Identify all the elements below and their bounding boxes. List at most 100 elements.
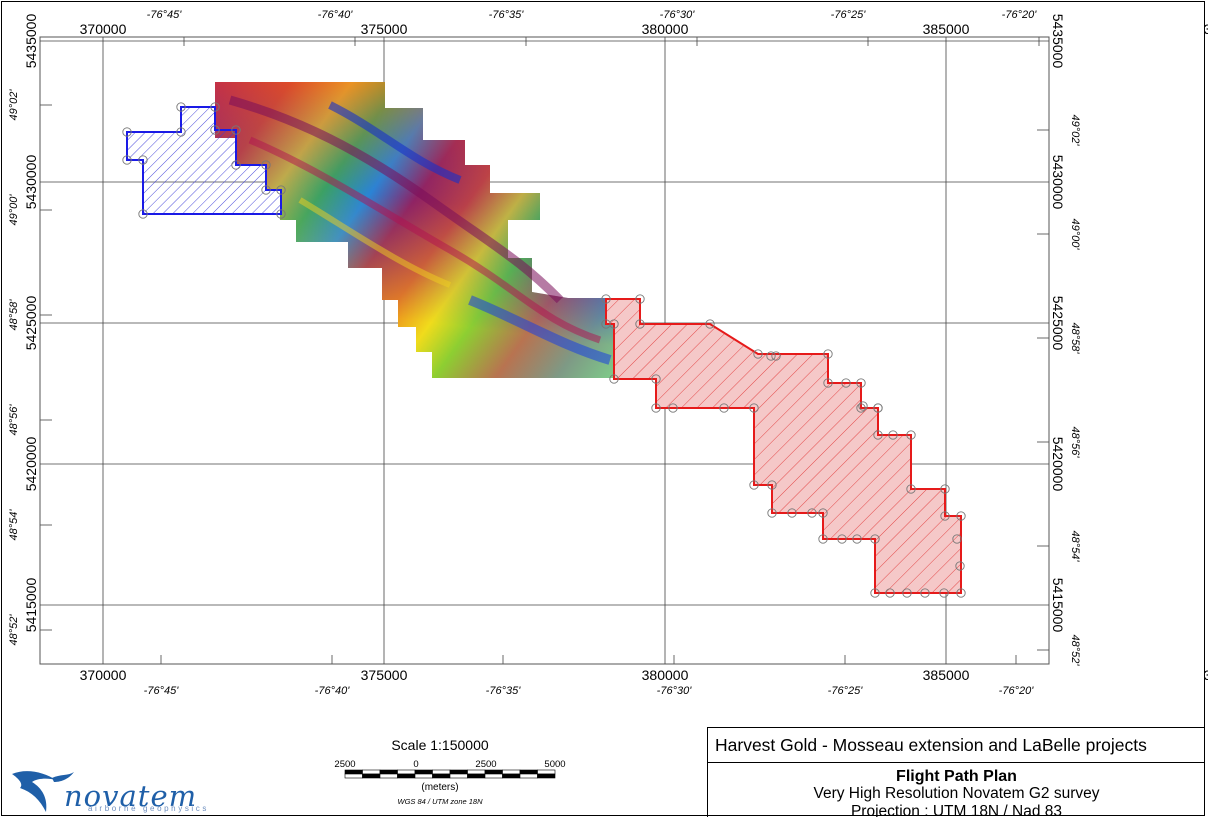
vertex-marker [902, 588, 912, 598]
projection-text: Projection : UTM 18N / Nad 83 [850, 803, 1063, 817]
scale-block-upper [414, 769, 433, 775]
scale-tick-3: 5000 [544, 759, 565, 770]
vertex-marker [668, 403, 678, 413]
plan-title: Flight Path Plan [896, 768, 1017, 785]
vertex-marker [920, 588, 930, 598]
logo-tagline: airborne geophysics [88, 804, 209, 813]
easting-label-top: 380000 [642, 21, 689, 37]
lat-label-left: 48°56' [8, 404, 20, 436]
vertex-marker [870, 534, 880, 544]
easting-label-top: 370000 [80, 21, 127, 37]
scale-tick-1: 0 [413, 759, 418, 770]
vertex-marker [771, 351, 781, 361]
scale-block-lower [414, 773, 433, 779]
northing-label-right: 5430000 [1050, 155, 1066, 210]
vertex-marker [837, 534, 847, 544]
vertex-marker [818, 508, 828, 518]
easting-label-top: 385000 [923, 21, 970, 37]
easting-label-top: 375000 [361, 21, 408, 37]
map-neatline [39, 36, 1050, 665]
vertex-marker [873, 403, 883, 413]
scale-block-upper [467, 769, 486, 775]
vertex-marker [749, 480, 759, 490]
lon-label-bottom: -76°35' [486, 685, 522, 697]
scale-tick-2: 2500 [475, 759, 496, 770]
lat-label-right: 48°58' [1069, 323, 1081, 355]
lat-label-right: 48°56' [1069, 427, 1081, 459]
northing-label-right: 5425000 [1050, 296, 1066, 351]
easting-label-bottom: 380000 [642, 667, 689, 683]
easting-label-bottom: 385000 [923, 667, 970, 683]
scale-bar: 2500 0 2500 5000 [334, 759, 566, 779]
vertex-marker [705, 319, 715, 329]
vertex-marker [635, 294, 645, 304]
vertex-marker [807, 508, 817, 518]
vertex-marker [138, 209, 148, 219]
vertex-marker [940, 511, 950, 521]
vertex-marker [787, 508, 797, 518]
scale-block-upper [519, 769, 538, 775]
scale-projection-note: WGS 84 / UTM zone 18N [397, 797, 483, 806]
lon-label-top: -76°30' [660, 9, 696, 21]
lon-label-bottom: -76°45' [144, 685, 180, 697]
vertex-marker [906, 484, 916, 494]
lat-label-left: 49°02' [8, 89, 20, 121]
magnetic-survey-raster [215, 82, 625, 378]
lat-label-right: 49°02' [1069, 115, 1081, 147]
vertex-marker [651, 403, 661, 413]
scale-block-lower [397, 773, 416, 779]
scale-block-upper [537, 769, 556, 775]
scale-block-lower [344, 773, 363, 779]
vertex-marker [955, 561, 965, 571]
scale-block-lower [484, 773, 503, 779]
map-canvas[interactable]: 370000 370000 375000 375000 380000 380000 3850… [0, 0, 1208, 725]
vertex-marker [870, 588, 880, 598]
axis-labels: 370000 370000 375000 375000 380000 380000 3850… [8, 9, 1208, 697]
vertex-marker [210, 125, 220, 135]
northing-label-left: 5430000 [23, 155, 39, 210]
vertex-marker [952, 534, 962, 544]
easting-label-top: 390000 [1204, 21, 1208, 37]
lat-label-left: 49°00' [8, 194, 20, 226]
utm-grid [40, 37, 1049, 664]
vertex-marker [888, 430, 898, 440]
project-title: Harvest Gold - Mosseau extension and LaB… [708, 728, 1205, 763]
northing-label-left: 5415000 [23, 578, 39, 633]
scale-block-upper [449, 769, 468, 775]
lon-label-top: -76°40' [318, 9, 354, 21]
vertex-marker [231, 125, 241, 135]
scale-title: Scale 1:150000 [391, 737, 489, 753]
vertex-marker [276, 209, 286, 219]
vertex-marker [767, 480, 777, 490]
vertex-marker [856, 403, 866, 413]
vertex-marker [767, 508, 777, 518]
vertex-marker [138, 155, 148, 165]
vertex-marker [176, 102, 186, 112]
vertex-marker [852, 534, 862, 544]
lat-label-right: 48°52' [1069, 635, 1081, 667]
scale-block-lower [379, 773, 398, 779]
northing-label-right: 5435000 [1050, 14, 1066, 69]
vertex-marker [601, 319, 611, 329]
vertex-marker [261, 185, 271, 195]
lon-label-bottom: -76°30' [657, 685, 693, 697]
vertex-marker [940, 484, 950, 494]
lat-label-left: 48°54' [8, 509, 20, 541]
vertex-marker [856, 378, 866, 388]
lon-label-top: -76°35' [489, 9, 525, 21]
vertex-marker [176, 127, 186, 137]
mosseau-extension-area [126, 106, 282, 215]
vertex-marker [956, 511, 966, 521]
flight-path-vertices [122, 102, 966, 598]
vertex-marker [873, 430, 883, 440]
scale-block-lower [537, 773, 556, 779]
northing-label-left: 5435000 [23, 14, 39, 69]
scale-block-lower [519, 773, 538, 779]
scale-block-upper [397, 769, 416, 775]
easting-label-bottom: 375000 [361, 667, 408, 683]
lon-label-bottom: -76°20' [999, 685, 1035, 697]
scale-block-upper [484, 769, 503, 775]
labelle-project-area [605, 298, 962, 594]
vertex-marker [823, 349, 833, 359]
